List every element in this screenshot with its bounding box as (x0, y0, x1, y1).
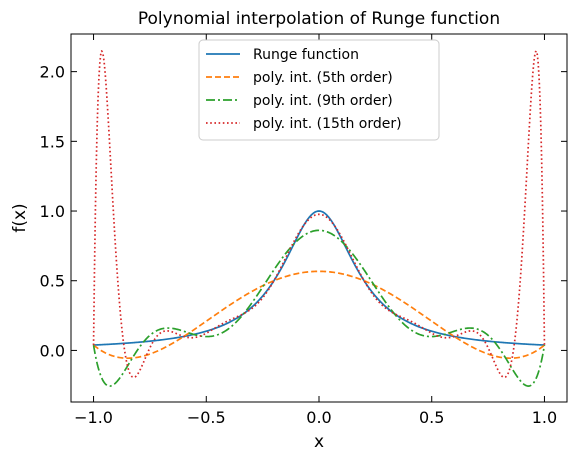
legend: Runge function poly. int. (5th order) poly… (198, 39, 440, 141)
legend-box (198, 39, 440, 141)
y-tick-label: 2.0 (40, 63, 65, 82)
y-axis-label: f(x) (10, 203, 30, 232)
series-line-1 (93, 270, 545, 360)
x-tick-label: −0.5 (187, 408, 226, 427)
x-tick-label: 0.0 (306, 408, 331, 427)
legend-entry-label: poly. int. (9th order) (253, 93, 393, 109)
series-line-0 (93, 210, 545, 346)
series-line-2 (92, 229, 546, 387)
legend-entry-label: poly. int. (15th order) (253, 116, 402, 132)
y-tick-label: 1.0 (40, 202, 65, 221)
y-tick-label: 0.5 (40, 272, 65, 291)
legend-entry-label: Runge function (253, 47, 359, 63)
chart-title: Polynomial interpolation of Runge functi… (138, 9, 500, 29)
x-axis-label: x (314, 432, 324, 452)
x-tick-label: 1.0 (532, 408, 557, 427)
x-tick-label: −1.0 (74, 408, 113, 427)
x-tick-label: 0.5 (419, 408, 444, 427)
legend-entry-label: poly. int. (5th order) (253, 70, 393, 86)
series-line-3 (92, 50, 546, 379)
y-tick-label: 1.5 (40, 132, 65, 151)
y-tick-label: 0.0 (40, 341, 65, 360)
